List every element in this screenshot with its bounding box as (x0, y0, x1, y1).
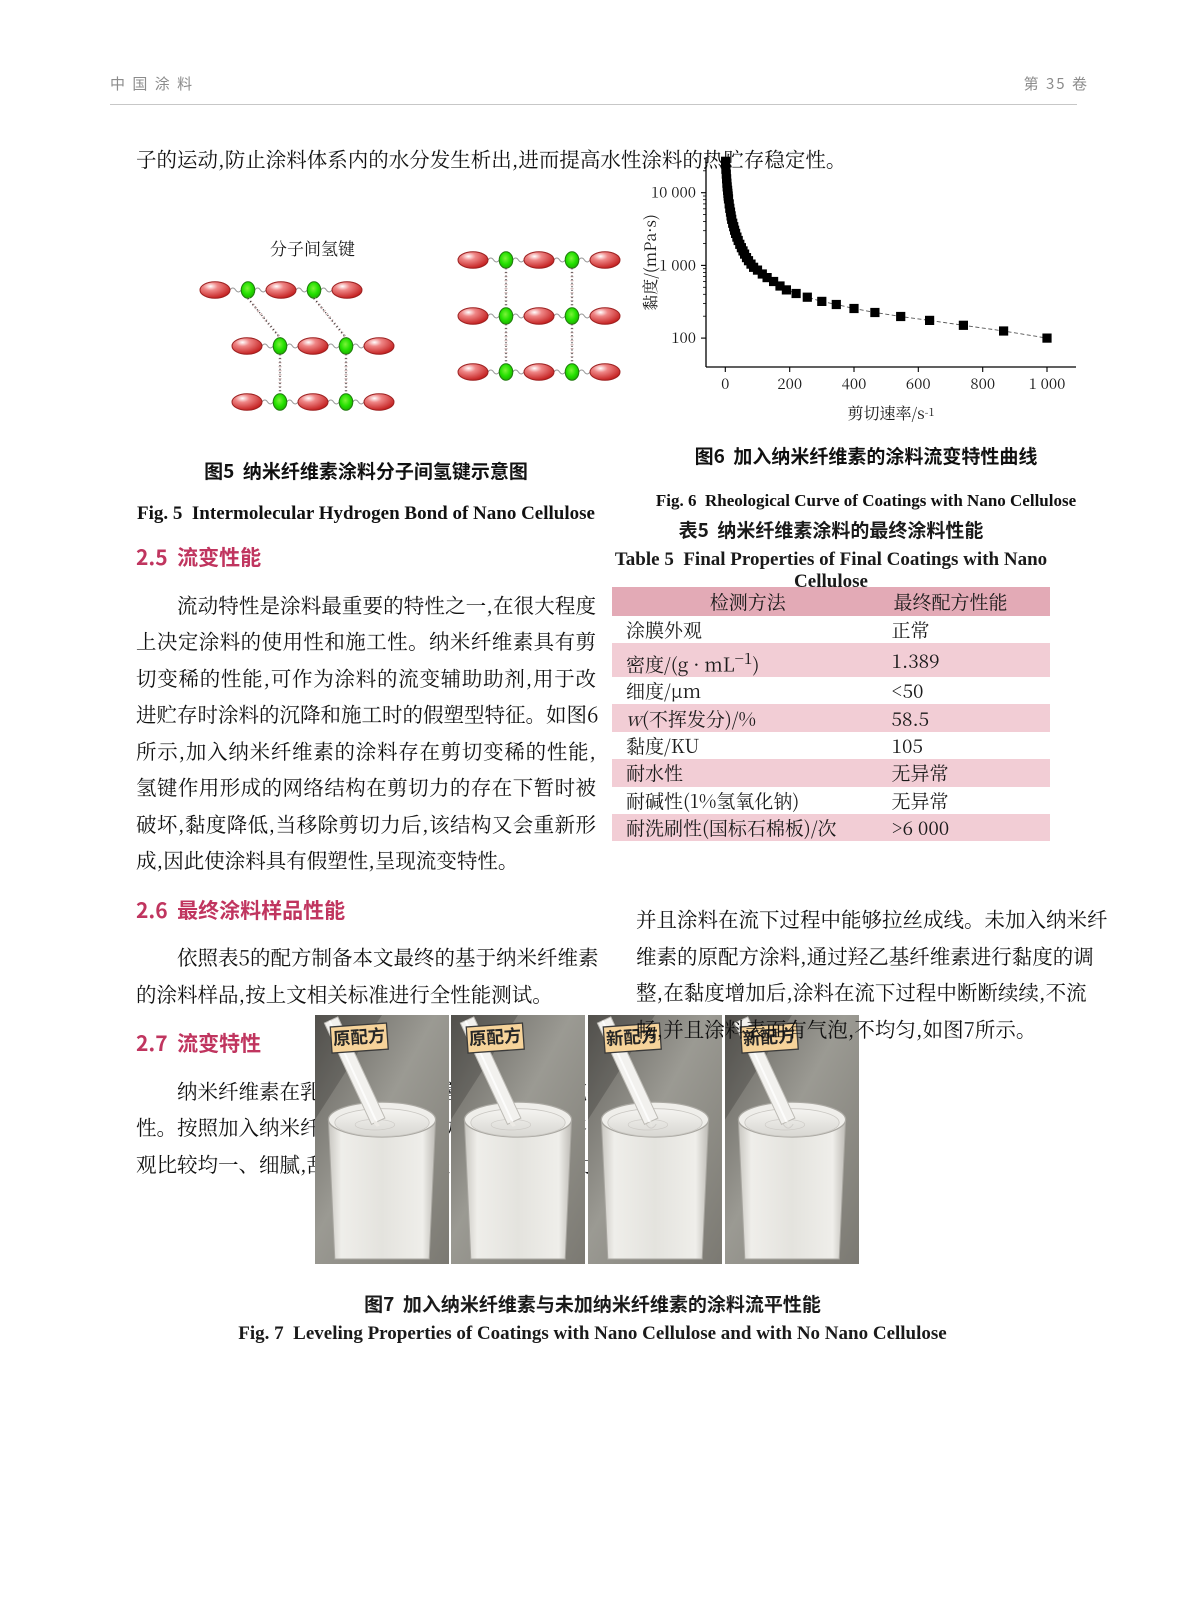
svg-text:剪切速率/s-1: 剪切速率/s-1 (847, 401, 934, 424)
svg-text:600: 600 (906, 373, 931, 394)
svg-text:100: 100 (671, 327, 696, 348)
svg-text:400: 400 (842, 373, 867, 394)
svg-text:1 000: 1 000 (1029, 373, 1066, 394)
svg-text:1 000: 1 000 (659, 254, 696, 275)
svg-text:800: 800 (970, 373, 995, 394)
svg-text:200: 200 (777, 373, 802, 394)
svg-text:原配方: 原配方 (468, 1023, 522, 1052)
svg-text:原配方: 原配方 (332, 1023, 386, 1052)
svg-text:0: 0 (721, 373, 729, 394)
svg-text:10 000: 10 000 (651, 182, 696, 203)
svg-text:黏度/(mPa·s): 黏度/(mPa·s) (638, 214, 661, 311)
